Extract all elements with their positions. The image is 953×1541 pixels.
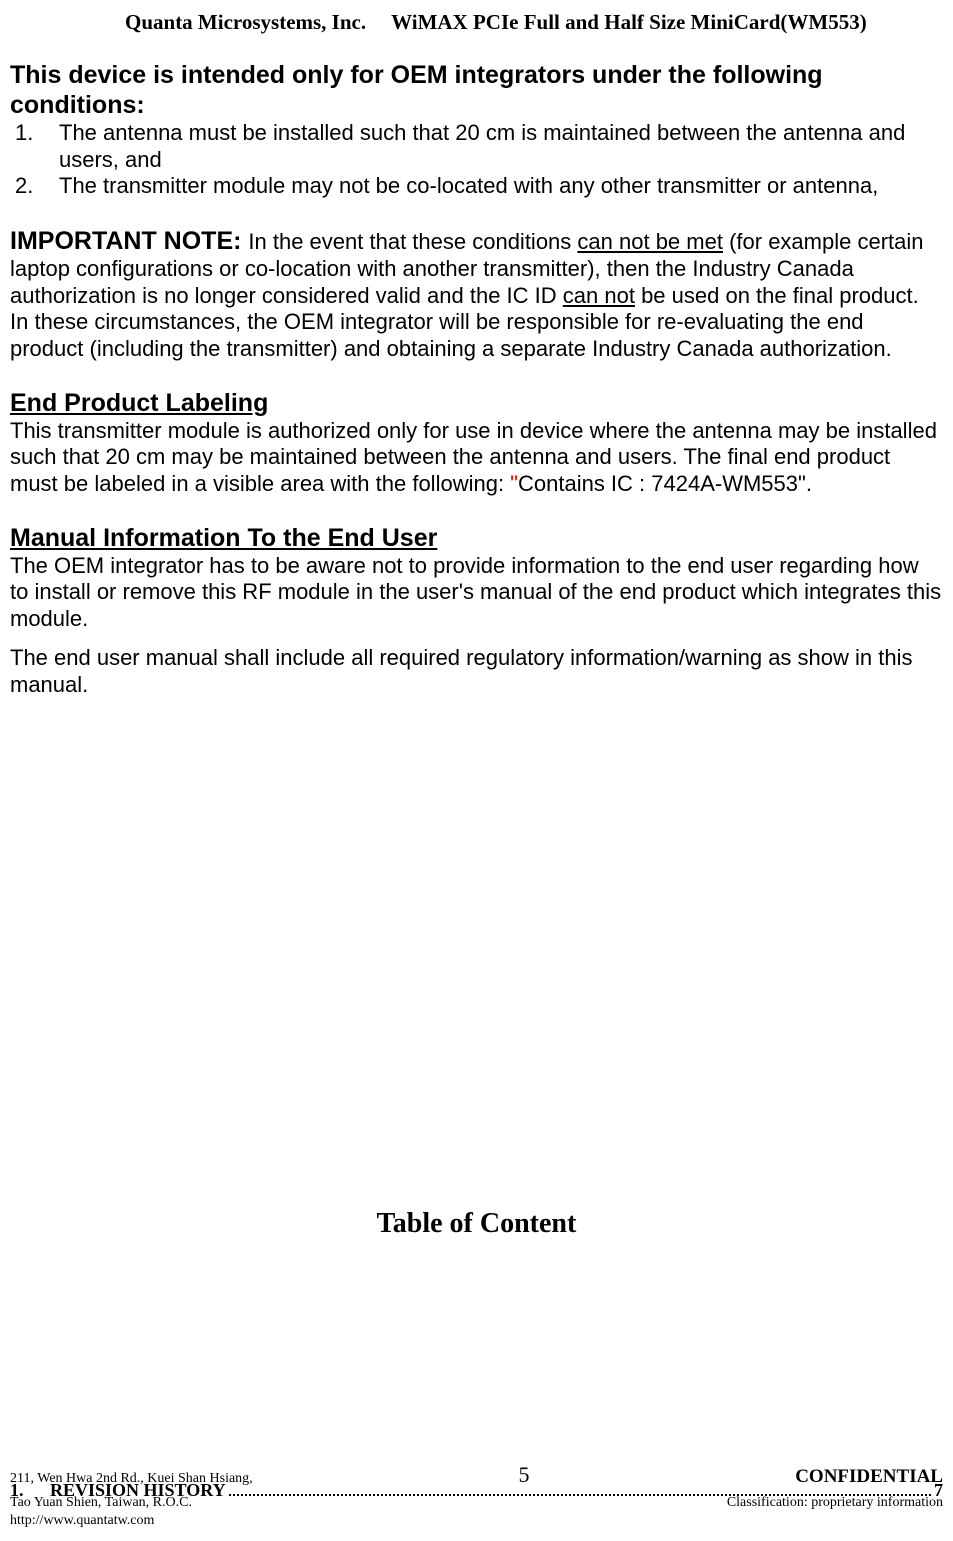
footer-address-2: Tao Yuan Shien, Taiwan, R.O.C.: [10, 1495, 192, 1511]
manual-info-title: Manual Information To the End User: [10, 524, 943, 553]
list-text-1: The antenna must be installed such that …: [59, 120, 943, 173]
header-company: Quanta Microsystems, Inc.: [125, 10, 366, 35]
quote-body: Contains IC : 7424A-WM553: [518, 471, 798, 496]
list-number-1: 1.: [15, 120, 59, 173]
header-product: WiMAX PCIe Full and Half Size MiniCard(W…: [391, 10, 867, 35]
labeling-text: This transmitter module is authorized on…: [10, 418, 943, 497]
section-oem-conditions: This device is intended only for OEM int…: [10, 60, 943, 199]
table-of-content-title: Table of Content: [10, 1208, 943, 1240]
footer-classification: Classification: proprietary information: [727, 1495, 943, 1511]
important-note-text: IMPORTANT NOTE: In the event that these …: [10, 226, 943, 362]
page-footer: 211, Wen Hwa 2nd Rd., Kuei Shan Hsiang, …: [10, 1462, 943, 1529]
list-item: 2. The transmitter module may not be co-…: [10, 173, 943, 199]
section-manual-info: Manual Information To the End User The O…: [10, 524, 943, 698]
list-text-2: The transmitter module may not be co-loc…: [59, 173, 943, 199]
note-text-begin: In the event that these conditions: [248, 229, 577, 254]
section-end-product-labeling: End Product Labeling This transmitter mo…: [10, 389, 943, 497]
quote-close: ".: [798, 471, 812, 496]
manual-info-para2: The end user manual shall include all re…: [10, 645, 943, 698]
footer-url: http://www.quantatw.com: [10, 1513, 943, 1529]
footer-page-number: 5: [518, 1462, 529, 1488]
note-underline-2: can not: [563, 283, 635, 308]
footer-second-row: Tao Yuan Shien, Taiwan, R.O.C. Classific…: [10, 1495, 943, 1511]
section-important-note: IMPORTANT NOTE: In the event that these …: [10, 226, 943, 362]
quote-open: ": [510, 471, 518, 496]
page-header: Quanta Microsystems, Inc. WiMAX PCIe Ful…: [10, 10, 943, 35]
important-note-title: IMPORTANT NOTE:: [10, 227, 248, 255]
list-item: 1. The antenna must be installed such th…: [10, 120, 943, 173]
document-page: Quanta Microsystems, Inc. WiMAX PCIe Ful…: [0, 0, 953, 1240]
conditions-list: 1. The antenna must be installed such th…: [10, 120, 943, 199]
footer-confidential: CONFIDENTIAL: [795, 1466, 943, 1488]
list-number-2: 2.: [15, 173, 59, 199]
manual-info-para1: The OEM integrator has to be aware not t…: [10, 553, 943, 632]
oem-conditions-title: This device is intended only for OEM int…: [10, 60, 943, 120]
labeling-title: End Product Labeling: [10, 389, 943, 418]
note-underline-1: can not be met: [577, 229, 723, 254]
